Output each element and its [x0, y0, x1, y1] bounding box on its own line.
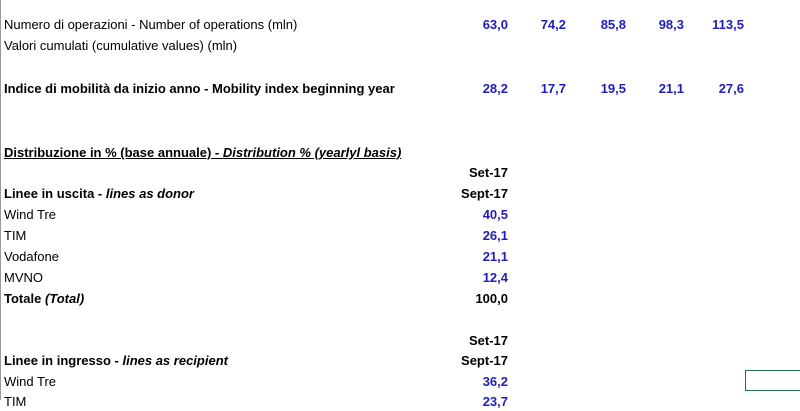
- mobility-value-1: 28,2: [482, 81, 508, 96]
- mobility-value-5: 27,6: [718, 81, 744, 96]
- operations-value-3: 85,8: [600, 17, 626, 32]
- donor-row-label: Wind Tre: [4, 207, 57, 222]
- recipient-label-italic: lines as recipient: [122, 353, 228, 368]
- donor-section-label: Linee in uscita - lines as donor: [4, 185, 194, 203]
- recipient-period-en: Sept-17: [461, 353, 508, 368]
- operations-label: Numero di operazioni - Number of operati…: [4, 17, 298, 32]
- recipient-period-it: Set-17: [468, 333, 508, 348]
- donor-period-it: Set-17: [468, 165, 508, 180]
- mobility-index-label: Indice di mobilità da inizio anno - Mobi…: [4, 81, 395, 96]
- recipient-section-label: Linee in ingresso - lines as recipient: [4, 352, 228, 370]
- donor-total-value: 100,0: [475, 291, 508, 306]
- distribution-title-italic: Distribution % (yearlyl basis): [222, 145, 402, 160]
- distribution-title-main: Distribuzione in % (base annuale) -: [4, 145, 223, 160]
- donor-period-en: Sept-17: [461, 186, 508, 201]
- donor-total-label: Totale (Total): [4, 290, 84, 308]
- operations-value-4: 98,3: [658, 17, 684, 32]
- donor-total-main: Totale: [4, 291, 45, 306]
- donor-row-label: MVNO: [4, 270, 43, 285]
- recipient-row-label: Wind Tre: [4, 374, 57, 389]
- distribution-title: Distribuzione in % (base annuale) - Dist…: [4, 144, 401, 162]
- selected-cell[interactable]: [745, 370, 800, 391]
- mobility-value-2: 17,7: [540, 81, 566, 96]
- cumulative-label: Valori cumulati (cumulative values) (mln…: [4, 38, 238, 53]
- donor-row-value: 40,5: [482, 207, 508, 222]
- recipient-row-value: 23,7: [482, 394, 508, 409]
- donor-row-value: 12,4: [482, 270, 508, 285]
- donor-total-italic: (Total): [44, 291, 85, 306]
- operations-value-5: 113,5: [712, 17, 744, 32]
- mobility-value-3: 19,5: [600, 81, 626, 96]
- donor-row-label: Vodafone: [4, 249, 59, 264]
- donor-row-value: 26,1: [482, 228, 508, 243]
- recipient-row-value: 36,2: [482, 374, 508, 389]
- donor-label-italic: lines as donor: [105, 186, 194, 201]
- operations-value-1: 63,0: [482, 17, 508, 32]
- operations-value-2: 74,2: [540, 17, 566, 32]
- recipient-row-label: TIM: [4, 394, 27, 409]
- recipient-label-main: Linee in ingresso -: [4, 353, 123, 368]
- donor-row-label: TIM: [4, 228, 27, 243]
- donor-label-main: Linee in uscita -: [4, 186, 106, 201]
- mobility-value-4: 21,1: [658, 81, 684, 96]
- donor-row-value: 21,1: [482, 249, 508, 264]
- sheet-left-border: [0, 0, 1, 400]
